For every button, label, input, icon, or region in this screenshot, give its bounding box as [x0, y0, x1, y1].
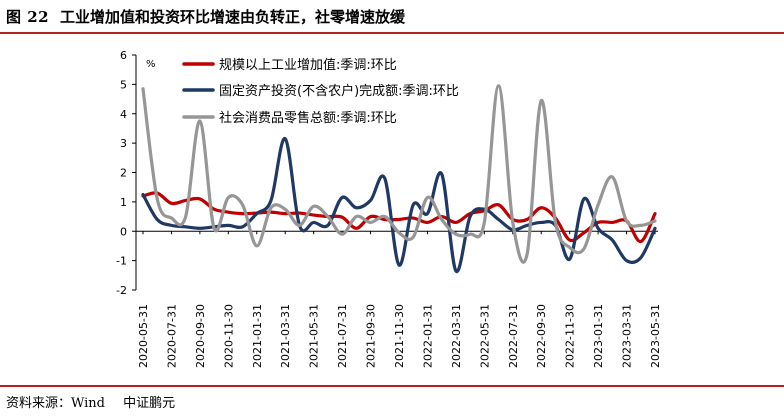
- x-tick-label: 2023-03-31: [621, 304, 634, 368]
- chart: -2 -1 0 1 2 3 4 5 6% 2020-05-31 2020-07-31 2020-09-…: [116, 49, 662, 368]
- x-tick-label: 2022-09-30: [535, 304, 548, 368]
- x-tick-label: 2023-05-31: [649, 304, 662, 368]
- figure-source: 资料来源：Wind 中证鹏元: [6, 392, 189, 411]
- x-tick-label: 2022-03-31: [450, 304, 463, 368]
- y-tick-label: 6: [120, 49, 127, 62]
- x-tick-label: 2021-11-30: [393, 304, 406, 368]
- y-tick-label: 4: [120, 108, 127, 121]
- y-tick-label: -1: [116, 255, 127, 268]
- y-tick-label: 5: [120, 78, 127, 91]
- x-tick-label: 2021-01-31: [251, 304, 264, 368]
- x-tick-label: 2021-07-31: [336, 304, 349, 368]
- source-org: 中证鹏元: [123, 396, 176, 411]
- series-line-2: [141, 137, 657, 273]
- y-tick-label: 0: [120, 225, 127, 238]
- x-tick-label: 2021-03-31: [279, 304, 292, 368]
- y-tick-label: -2: [116, 284, 127, 297]
- series-line-1: [141, 191, 657, 244]
- legend: 规模以上工业增加值:季调:环比固定资产投资(不含农户)完成额:季调:环比社会消费…: [182, 57, 459, 126]
- x-tick-label: 2023-01-31: [592, 304, 605, 368]
- source-label: 资料来源：Wind: [6, 396, 105, 411]
- legend-label-3: 社会消费品零售总额:季调:环比: [219, 110, 397, 126]
- axes: -2 -1 0 1 2 3 4 5 6% 2020-05-31 2020-07-31 2020-09-…: [116, 49, 662, 368]
- y-tick-label: 1: [120, 196, 127, 209]
- figure-title: 工业增加值和投资环比增速由负转正，社零增速放缓: [60, 8, 406, 26]
- footer-rule: [0, 385, 784, 387]
- figure-header: 图 22 工业增加值和投资环比增速由负转正，社零增速放缓: [0, 0, 784, 34]
- x-tick-label: 2022-07-31: [507, 304, 520, 368]
- legend-label-1: 规模以上工业增加值:季调:环比: [219, 57, 397, 73]
- x-tick-label: 2020-09-30: [194, 304, 207, 368]
- x-tick-label: 2021-09-30: [365, 304, 378, 368]
- series-line-3: [141, 84, 657, 264]
- x-tick-label: 2021-05-31: [308, 304, 321, 368]
- y-tick-label: 2: [120, 167, 127, 180]
- y-unit-label: %: [146, 59, 156, 70]
- x-tick-label: 2022-11-30: [564, 304, 577, 368]
- x-tick-label: 2020-05-31: [137, 304, 150, 368]
- x-tick-label: 2020-07-31: [165, 304, 178, 368]
- figure-number: 图 22: [6, 8, 50, 26]
- x-tick-label: 2020-11-30: [222, 304, 235, 368]
- x-tick-label: 2022-05-31: [478, 304, 491, 368]
- series-lines: [141, 84, 657, 273]
- x-tick-label: 2022-01-31: [421, 304, 434, 368]
- header-rule: [0, 32, 784, 34]
- y-tick-label: 3: [120, 137, 127, 150]
- legend-label-2: 固定资产投资(不含农户)完成额:季调:环比: [219, 83, 459, 99]
